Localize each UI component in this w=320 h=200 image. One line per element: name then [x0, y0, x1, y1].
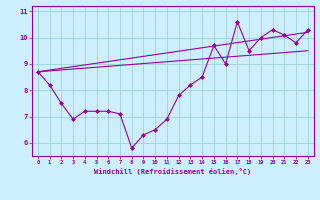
X-axis label: Windchill (Refroidissement éolien,°C): Windchill (Refroidissement éolien,°C)	[94, 168, 252, 175]
